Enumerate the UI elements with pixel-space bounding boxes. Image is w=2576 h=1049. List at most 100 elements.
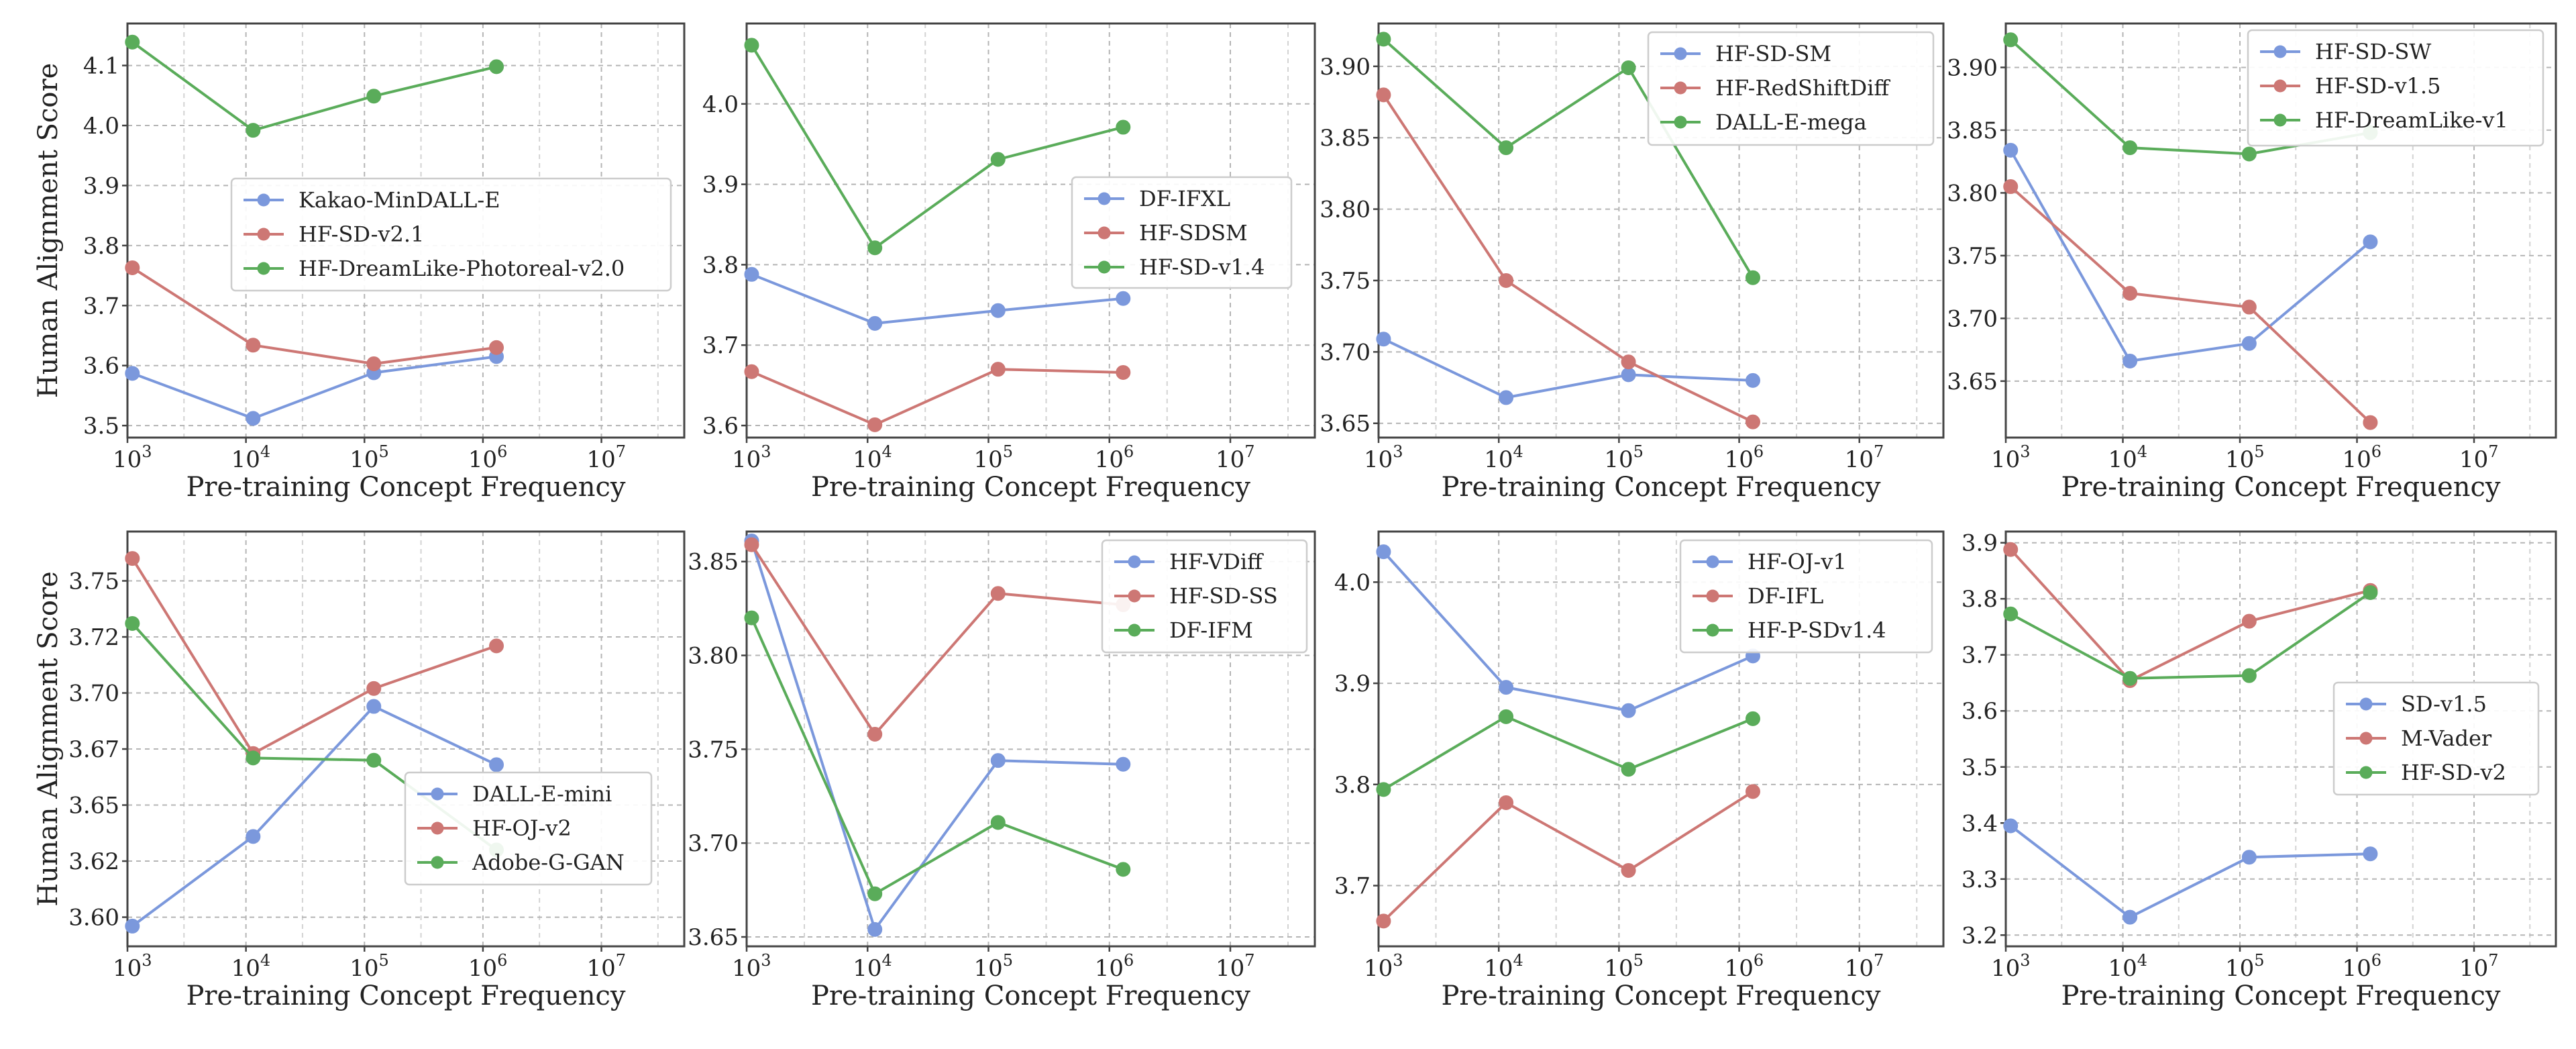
x-tick-base: 10 [1095,955,1124,982]
y-tick-label: 3.70 [1947,305,1998,332]
legend-label: M-Vader [2401,726,2492,751]
x-tick-base: 10 [468,446,497,473]
x-tick-label: 107 [1845,951,1884,982]
data-point-green [1376,32,1391,47]
data-point-red [1376,913,1391,929]
legend-swatch-marker [2359,697,2373,711]
y-tick-label: 3.9 [1962,530,1998,557]
series-line-red [131,266,497,365]
x-tick-exponent: 3 [142,442,152,461]
series-line-blue [751,272,1124,325]
legend: HF-SD-SW HF-SD-v1.5 HF-DreamLike-v1 [2247,29,2544,147]
plot-frame [1377,530,1945,948]
y-tick-label: 3.65 [68,793,119,819]
y-tick-label: 3.90 [1320,54,1371,81]
x-tick-exponent: 3 [1393,951,1403,970]
data-point-red [990,586,1006,601]
x-tick-base: 10 [2108,446,2137,473]
legend-label: SD-v1.5 [2401,691,2487,717]
x-tick-exponent: 3 [2020,442,2030,461]
data-point-red [1745,414,1760,430]
data-point-blue [246,829,261,844]
y-tick-label: 3.9 [1334,670,1371,697]
legend-swatch-marker [1097,260,1111,274]
x-tick-label: 104 [2108,951,2148,982]
x-tick-exponent: 6 [1754,442,1764,461]
x-axis-title: Pre-training Concept Frequency [1442,981,1881,1011]
legend-label: DALL-E-mega [1715,109,1867,135]
data-point-red [366,356,382,372]
x-tick-base: 10 [732,955,761,982]
data-point-red [1116,364,1131,380]
legend-label: HF-DreamLike-Photoreal-v2.0 [299,256,625,281]
x-tick-label: 106 [1725,951,1764,982]
legend-box [230,177,672,292]
x-tick-label: 103 [113,951,152,982]
x-tick-label: 107 [2459,951,2499,982]
legend-box [404,771,653,886]
data-point-green [246,750,261,766]
x-tick-base: 10 [1604,446,1633,473]
y-tick-label: 4.0 [83,113,119,140]
x-tick-label: 104 [231,442,271,473]
legend-label: HF-OJ-v2 [472,815,572,841]
y-tick-label: 3.9 [702,172,739,199]
x-tick-exponent: 4 [882,442,892,461]
x-tick-exponent: 6 [2371,951,2381,970]
x-tick-base: 10 [974,446,1003,473]
x-tick-exponent: 5 [1003,951,1013,970]
x-tick-base: 10 [853,955,881,982]
x-tick-base: 10 [2108,955,2137,982]
x-tick-exponent: 7 [1874,442,1884,461]
data-point-green [1376,782,1391,797]
legend-box [1679,539,1933,654]
data-point-green [2123,140,2138,156]
series-line-green [750,617,1124,895]
legend-swatch-marker [1674,115,1687,129]
data-point-blue [1116,291,1131,306]
series-line-green [750,44,1124,250]
y-axis-title: Human Alignment Score [33,63,64,399]
x-tick-base: 10 [1845,446,1874,473]
x-tick-label: 106 [1095,442,1134,473]
x-tick-exponent: 7 [2488,442,2498,461]
data-point-green [1621,762,1636,777]
x-tick-label: 106 [468,951,508,982]
data-point-red [2003,542,2019,557]
x-tick-base: 10 [732,446,761,473]
data-point-blue [1376,332,1391,347]
x-tick-label: 107 [1845,442,1884,473]
legend-label: HF-SD-SW [2315,39,2431,64]
x-axis-title: Pre-training Concept Frequency [2061,981,2501,1011]
y-tick-label: 3.75 [1947,243,1998,270]
series-line-red [2009,548,2371,683]
x-tick-exponent: 4 [2137,951,2147,970]
plot-frame [745,530,1316,948]
legend-label: DF-IFM [1169,617,1253,643]
data-point-red [246,338,261,353]
data-point-green [744,38,759,53]
x-tick-label: 104 [1484,951,1523,982]
data-point-blue [2241,336,2257,351]
series-line-green [1383,715,1754,791]
legend-label: HF-SD-SM [1715,41,1831,66]
data-point-blue [125,918,140,934]
legend-label: HF-SD-v2 [2401,760,2506,785]
data-point-blue [1621,703,1636,718]
data-point-red [2123,285,2138,301]
x-axis-title: Pre-training Concept Frequency [811,981,1250,1011]
legend-swatch-marker [2273,113,2287,127]
data-point-green [990,152,1006,167]
legend-label: HF-SD-v1.4 [1139,254,1265,280]
x-tick-exponent: 7 [1874,951,1884,970]
data-point-green [990,815,1006,830]
data-point-red [2241,299,2257,315]
x-tick-base: 10 [974,955,1003,982]
series-line-green [131,41,497,132]
x-tick-exponent: 5 [1633,951,1644,970]
x-tick-exponent: 6 [1124,442,1134,461]
series-line-red [1382,94,1754,423]
legend-swatch-marker [2359,732,2373,745]
legend: SD-v1.5 M-Vader HF-SD-v2 [2332,681,2540,796]
legend-swatch-marker [1674,47,1687,60]
